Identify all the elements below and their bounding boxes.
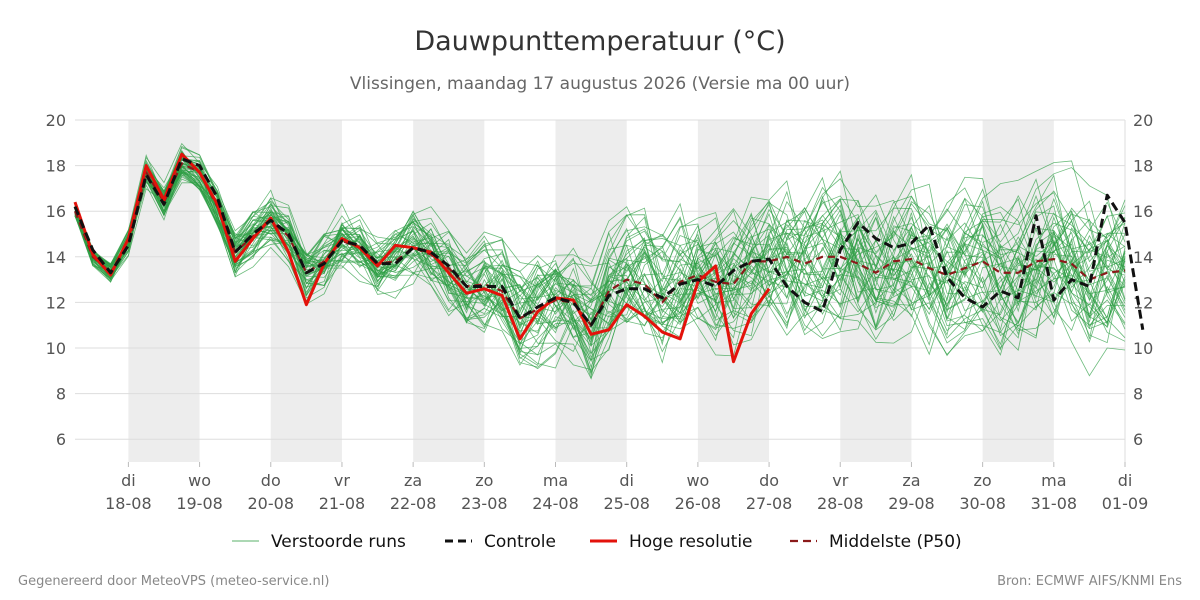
x-tick-date-1: 19-08 <box>176 494 223 513</box>
legend-label-0: Verstoorde runs <box>271 532 406 552</box>
x-tick-date-8: 26-08 <box>675 494 722 513</box>
x-tick-day-9: do <box>759 471 779 490</box>
main-series-lines <box>73 152 1145 364</box>
ensemble-member-line-21 <box>74 169 1126 344</box>
y-tick-right-18: 18 <box>1133 157 1153 176</box>
x-tick-day-2: do <box>261 471 281 490</box>
x-tick-date-0: 18-08 <box>105 494 152 513</box>
x-tick-day-0: di <box>121 471 136 490</box>
x-tick-date-13: 31-08 <box>1031 494 1078 513</box>
x-tick-date-6: 24-08 <box>532 494 579 513</box>
x-tick-day-1: wo <box>188 471 211 490</box>
y-tick-right-8: 8 <box>1133 385 1143 404</box>
ensemble-member-line-48 <box>74 159 1126 342</box>
y-tick-left-8: 8 <box>56 385 66 404</box>
weekend-shading <box>128 120 1054 462</box>
legend-label-2: Hoge resolutie <box>629 532 753 552</box>
x-tick-day-8: wo <box>686 471 709 490</box>
ensemble-member-line-36 <box>74 149 1126 369</box>
ensemble-member-line-47 <box>74 165 1126 377</box>
x-tick-day-3: vr <box>334 471 350 490</box>
y-tick-left-16: 16 <box>46 202 66 221</box>
legend-label-1: Controle <box>484 532 556 552</box>
y-tick-right-16: 16 <box>1133 202 1153 221</box>
x-tick-date-12: 30-08 <box>959 494 1006 513</box>
ensemble-member-line-45 <box>74 157 1126 330</box>
footer-right: Bron: ECMWF AIFS/KNMI Ens <box>997 574 1182 589</box>
x-tick-date-5: 23-08 <box>461 494 508 513</box>
x-tick-date-7: 25-08 <box>603 494 650 513</box>
y-tick-right-6: 6 <box>1133 430 1143 449</box>
chart-subtitle: Vlissingen, maandag 17 augustus 2026 (Ve… <box>350 74 850 94</box>
y-tick-left-10: 10 <box>46 339 66 358</box>
x-tick-date-10: 28-08 <box>817 494 864 513</box>
ensemble-member-line-6 <box>74 165 1126 361</box>
y-tick-right-14: 14 <box>1133 248 1153 267</box>
y-tick-left-18: 18 <box>46 157 66 176</box>
shaded-day-4 <box>697 120 770 462</box>
x-tick-date-3: 21-08 <box>319 494 366 513</box>
y-tick-left-20: 20 <box>46 111 66 130</box>
y-tick-left-6: 6 <box>56 430 66 449</box>
x-tick-date-9: 27-08 <box>746 494 793 513</box>
x-tick-date-11: 29-08 <box>888 494 935 513</box>
ensemble-member-line-39 <box>74 170 1126 326</box>
y-tick-left-14: 14 <box>46 248 66 267</box>
y-tick-right-20: 20 <box>1133 111 1153 130</box>
x-tick-day-11: za <box>902 471 920 490</box>
legend-label-3: Middelste (P50) <box>829 532 962 552</box>
x-tick-day-6: ma <box>543 471 568 490</box>
y-tick-left-12: 12 <box>46 293 66 312</box>
x-tick-day-14: di <box>1118 471 1133 490</box>
y-tick-right-10: 10 <box>1133 339 1153 358</box>
x-tick-day-7: di <box>619 471 634 490</box>
x-tick-day-5: zo <box>475 471 493 490</box>
x-tick-day-10: vr <box>832 471 848 490</box>
chart-title: Dauwpunttemperatuur (°C) <box>414 26 785 57</box>
shaded-day-1 <box>270 120 342 462</box>
legend: Verstoorde runs Controle Hoge resolutie Mid… <box>232 532 962 552</box>
x-tick-day-12: zo <box>974 471 992 490</box>
x-axis: di 18-08 wo 19-08 do 20-08 vr 21-08 za 22-08 zo 23-… <box>105 462 1148 513</box>
controle-line <box>73 157 1145 331</box>
x-tick-day-4: za <box>404 471 422 490</box>
x-tick-date-2: 20-08 <box>248 494 295 513</box>
y-axis-left: 6 8 10 12 14 16 18 20 <box>46 111 66 449</box>
x-tick-date-4: 22-08 <box>390 494 437 513</box>
shaded-day-5 <box>840 120 912 462</box>
x-tick-date-14: 01-09 <box>1102 494 1149 513</box>
x-tick-day-13: ma <box>1041 471 1066 490</box>
shaded-day-3 <box>555 120 627 462</box>
footer-left: Gegenereerd door MeteoVPS (meteo-service… <box>18 574 329 589</box>
